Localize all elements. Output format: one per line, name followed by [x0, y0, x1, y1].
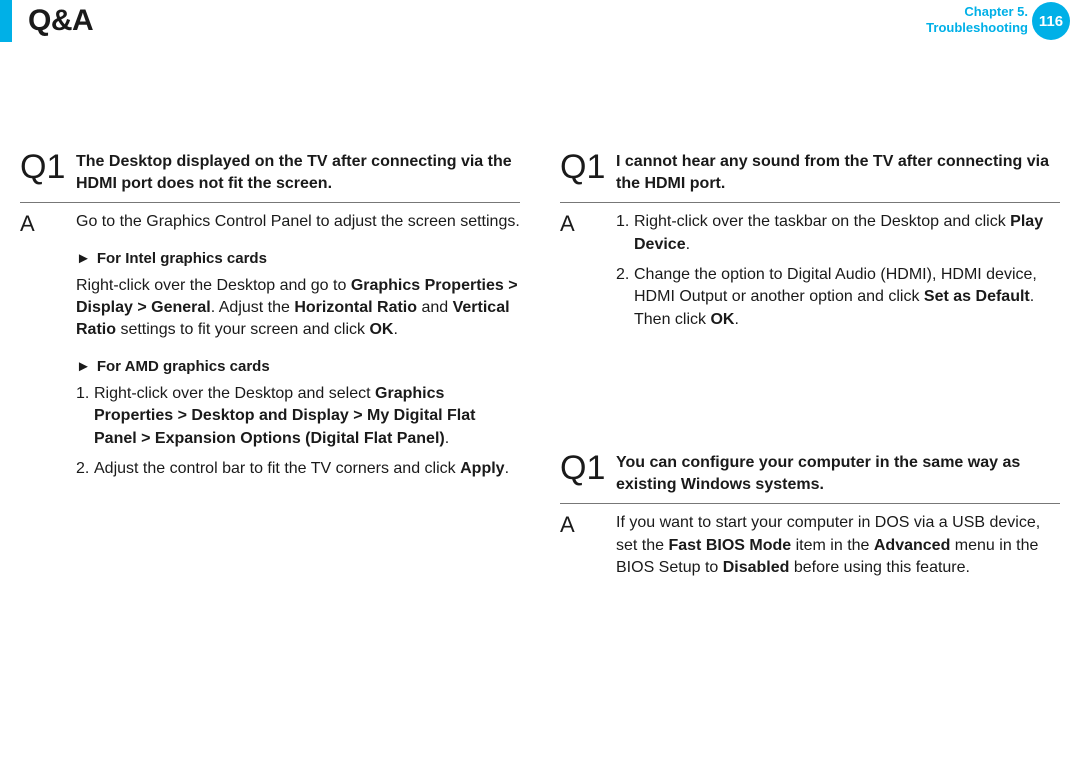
text: .	[393, 321, 397, 338]
list-item: 1. Right-click over the taskbar on the D…	[616, 211, 1060, 256]
question-marker: Q1	[560, 449, 616, 485]
item-text: Adjust the control bar to fit the TV cor…	[94, 458, 509, 480]
amd-heading-text: For AMD graphics cards	[97, 358, 270, 375]
intel-heading: ► For Intel graphics cards	[76, 248, 520, 269]
question-row: Q1 The Desktop displayed on the TV after…	[20, 148, 520, 203]
item-number: 2.	[616, 264, 634, 331]
item-text: Right-click over the taskbar on the Desk…	[634, 211, 1060, 256]
text: .	[734, 311, 738, 328]
qa-block: Q1 I cannot hear any sound from the TV a…	[560, 148, 1060, 339]
page-number: 116	[1039, 13, 1063, 30]
question-text: The Desktop displayed on the TV after co…	[76, 148, 520, 194]
chapter-line1: Chapter 5.	[926, 4, 1028, 20]
question-row: Q1 You can configure your computer in th…	[560, 449, 1060, 504]
chapter-label: Chapter 5. Troubleshooting	[926, 4, 1028, 37]
item-number: 1.	[616, 211, 634, 256]
bold-text: Horizontal Ratio	[294, 299, 417, 316]
text: Right-click over the Desktop and go to	[76, 277, 351, 294]
answer-body: Go to the Graphics Control Panel to adju…	[76, 211, 520, 488]
chapter-line2: Troubleshooting	[926, 20, 1028, 36]
answer-marker: A	[20, 211, 76, 235]
answer-marker: A	[560, 512, 616, 536]
item-text: Right-click over the Desktop and select …	[94, 383, 520, 450]
page-header: Q&A	[0, 0, 1080, 42]
answer-intro: Go to the Graphics Control Panel to adju…	[76, 211, 520, 233]
qa-block: Q1 You can configure your computer in th…	[560, 449, 1060, 579]
text: Right-click over the Desktop and select	[94, 385, 375, 402]
item-text: Change the option to Digital Audio (HDMI…	[634, 264, 1060, 331]
answer-body: If you want to start your computer in DO…	[616, 512, 1060, 579]
bold-text: Disabled	[723, 559, 790, 576]
text: .	[445, 430, 449, 447]
item-number: 1.	[76, 383, 94, 450]
right-column: Q1 I cannot hear any sound from the TV a…	[560, 148, 1060, 628]
amd-heading: ► For AMD graphics cards	[76, 356, 520, 377]
list-item: 2. Change the option to Digital Audio (H…	[616, 264, 1060, 331]
question-text: You can configure your computer in the s…	[616, 449, 1060, 495]
list-item: 2. Adjust the control bar to fit the TV …	[76, 458, 520, 480]
bold-text: OK	[710, 311, 734, 328]
answer-row: A Go to the Graphics Control Panel to ad…	[20, 211, 520, 488]
intel-heading-text: For Intel graphics cards	[97, 250, 267, 267]
text: .	[505, 460, 509, 477]
arrow-icon: ►	[76, 358, 91, 375]
question-marker: Q1	[560, 148, 616, 184]
answer-marker: A	[560, 211, 616, 235]
bold-text: Fast BIOS Mode	[668, 537, 791, 554]
answer-body: 1. Right-click over the taskbar on the D…	[616, 211, 1060, 339]
intel-paragraph: Right-click over the Desktop and go to G…	[76, 275, 520, 342]
arrow-icon: ►	[76, 250, 91, 267]
answer-row: A If you want to start your computer in …	[560, 512, 1060, 579]
text: item in the	[791, 537, 874, 554]
bold-text: Advanced	[874, 537, 950, 554]
bold-text: Apply	[460, 460, 504, 477]
bold-text: Set as Default	[924, 288, 1030, 305]
question-row: Q1 I cannot hear any sound from the TV a…	[560, 148, 1060, 203]
text: . Adjust the	[211, 299, 295, 316]
list-item: 1. Right-click over the Desktop and sele…	[76, 383, 520, 450]
qa-block: Q1 The Desktop displayed on the TV after…	[20, 148, 520, 488]
text: Adjust the control bar to fit the TV cor…	[94, 460, 460, 477]
text: before using this feature.	[789, 559, 970, 576]
text: .	[686, 236, 690, 253]
bold-text: OK	[369, 321, 393, 338]
text: and	[417, 299, 453, 316]
item-number: 2.	[76, 458, 94, 480]
text: settings to fit your screen and click	[116, 321, 369, 338]
left-column: Q1 The Desktop displayed on the TV after…	[20, 148, 520, 628]
text: Right-click over the taskbar on the Desk…	[634, 213, 1010, 230]
question-text: I cannot hear any sound from the TV afte…	[616, 148, 1060, 194]
page-number-badge: 116	[1032, 2, 1070, 40]
question-marker: Q1	[20, 148, 76, 184]
answer-row: A 1. Right-click over the taskbar on the…	[560, 211, 1060, 339]
page-title: Q&A	[28, 4, 93, 38]
content-area: Q1 The Desktop displayed on the TV after…	[20, 148, 1060, 628]
